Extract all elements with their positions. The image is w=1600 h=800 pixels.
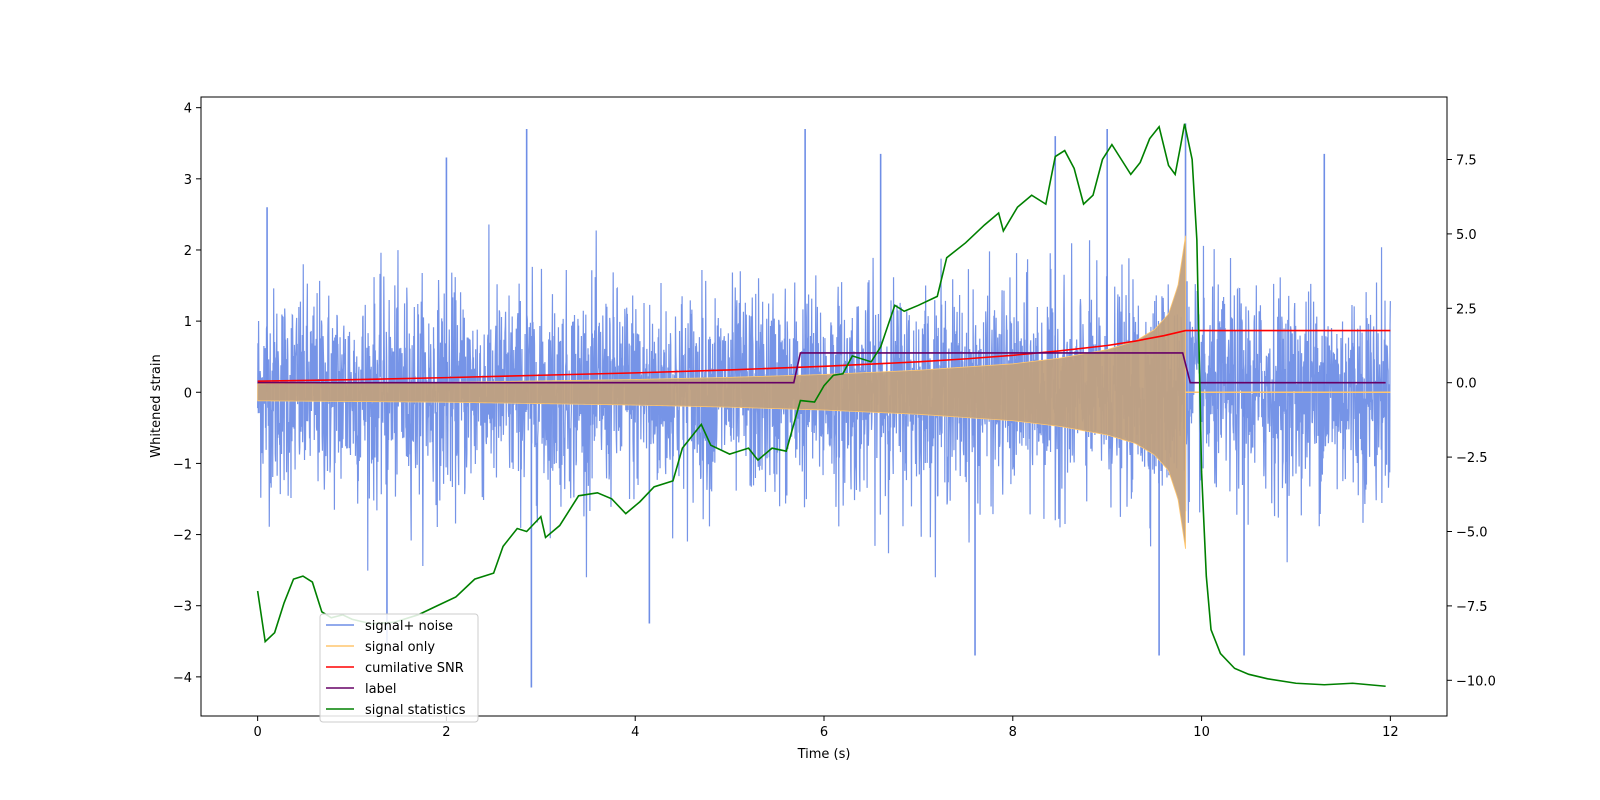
y-axis-label: Whitened strain <box>149 354 164 457</box>
legend-label: signal only <box>365 640 435 655</box>
x-tick-label: 4 <box>631 725 639 740</box>
y-tick-label: 1 <box>184 315 192 330</box>
legend-label: label <box>365 682 396 697</box>
y2-tick-label: −5.0 <box>1456 525 1488 540</box>
legend-label: signal+ noise <box>365 619 453 634</box>
series-signal-only <box>257 235 1391 549</box>
legend-label: cumilative SNR <box>365 661 464 676</box>
x-axis-label: Time (s) <box>797 747 851 762</box>
legend-label: signal statistics <box>365 703 466 718</box>
y2-tick-label: 7.5 <box>1456 153 1477 168</box>
x-tick-label: 6 <box>820 725 828 740</box>
plot-area <box>256 123 1391 688</box>
x-tick-label: 12 <box>1382 725 1399 740</box>
chirp-fill <box>257 235 1186 549</box>
series-line <box>257 352 1386 384</box>
y-tick-label: 2 <box>184 244 192 259</box>
x-tick-label: 10 <box>1193 725 1210 740</box>
y2-tick-label: −7.5 <box>1456 600 1488 615</box>
series-line <box>256 123 1386 688</box>
y-tick-label: 0 <box>184 386 192 401</box>
y-tick-label: −1 <box>173 457 192 472</box>
y2-tick-label: 5.0 <box>1456 228 1477 243</box>
y2-tick-label: 2.5 <box>1456 302 1477 317</box>
series-cumilative-snr <box>257 329 1391 382</box>
legend: signal+ noise signal only cumilative SNR la… <box>319 613 479 723</box>
y2-tick-label: 0.0 <box>1456 377 1477 392</box>
y-tick-label: 4 <box>184 102 192 117</box>
y2-tick-label: −10.0 <box>1456 674 1496 689</box>
series-label <box>257 352 1386 384</box>
series-line <box>257 329 1391 382</box>
y-tick-label: −4 <box>173 671 192 686</box>
y2-tick-label: −2.5 <box>1456 451 1488 466</box>
legend-box <box>319 613 479 723</box>
x-tick-label: 2 <box>442 725 450 740</box>
y-tick-label: 3 <box>184 173 192 188</box>
y-tick-label: −2 <box>173 529 192 544</box>
series-signal-statistics <box>256 123 1386 688</box>
x-tick-label: 0 <box>253 725 261 740</box>
y-tick-label: −3 <box>173 600 192 615</box>
x-tick-label: 8 <box>1009 725 1017 740</box>
